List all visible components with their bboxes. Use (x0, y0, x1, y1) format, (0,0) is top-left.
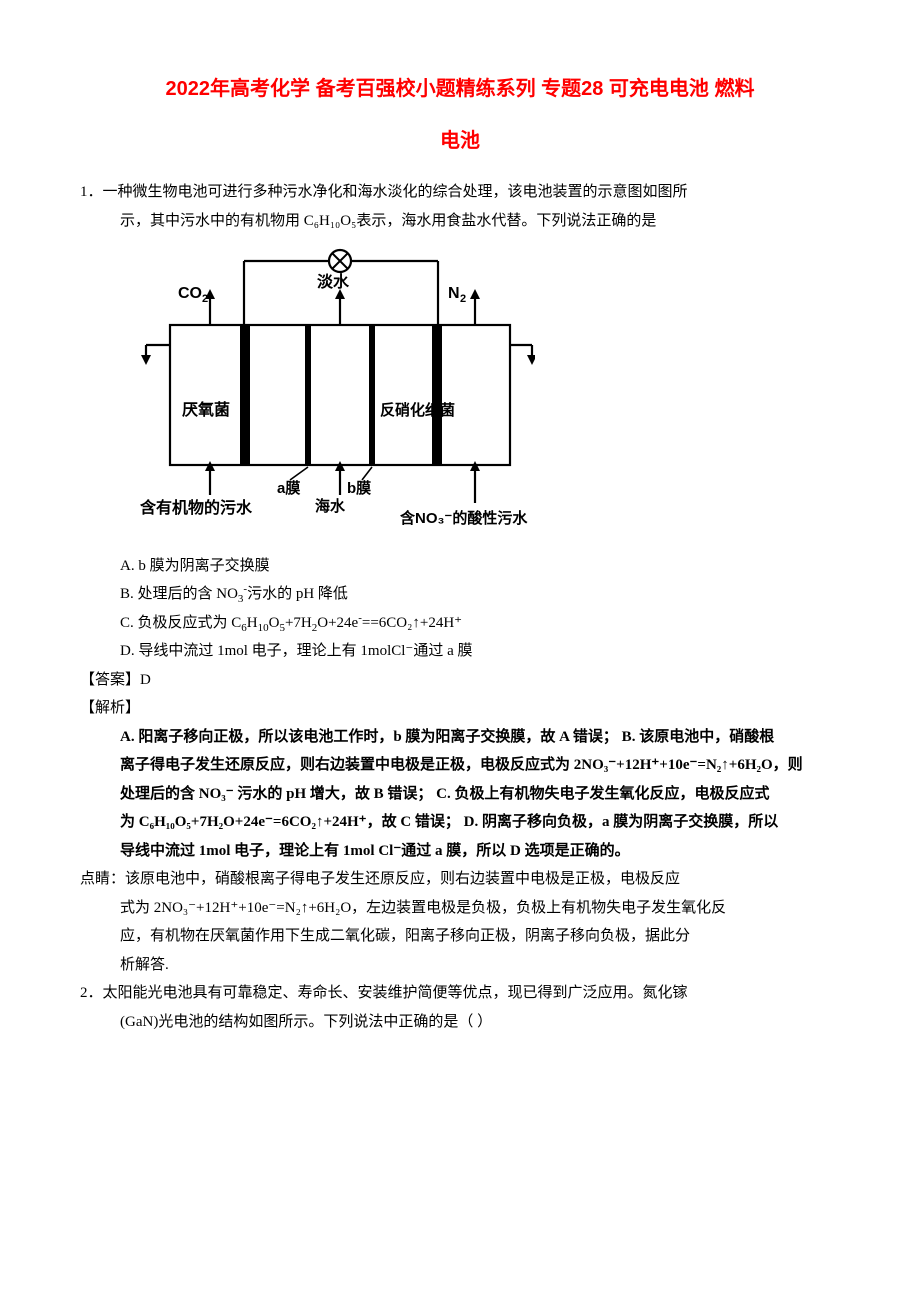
dianqing-3: 析解答. (120, 951, 840, 980)
svg-text:2: 2 (460, 293, 466, 305)
q1-stem1: 一种微生物电池可进行多种污水净化和海水淡化的综合处理，该电池装置的示意图如图所 (103, 184, 688, 200)
label-fanxiaohua: 反硝化细菌 (380, 401, 455, 419)
opt-c-post: ==6CO₂↑+24H⁺ (362, 615, 462, 631)
q1-option-a: A. b 膜为阴离子交换膜 (120, 552, 840, 581)
q1-option-b: B. 处理后的含 NO3-污水的 pH 降低 (120, 580, 840, 609)
analysis-line-0: A. 阳离子移向正极，所以该电池工作时，b 膜为阳离子交换膜，故 A 错误； B… (120, 723, 840, 752)
answer-label: 【答案】 (80, 672, 140, 688)
q2-number: 2． (80, 985, 103, 1001)
title-line1: 2022年高考化学 备考百强校小题精练系列 专题28 可充电电池 燃料 (80, 70, 840, 108)
label-right-in: 含NO₃⁻的酸性污水 (400, 509, 528, 527)
opt-c-pre: C. 负极反应式为 C (120, 615, 241, 631)
label-n2: N (448, 285, 460, 302)
q2-stem: 2．太阳能光电池具有可靠稳定、寿命长、安装维护简便等优点，现已得到广泛应用。氮化… (80, 979, 840, 1008)
analysis-line-3: 为 C₆H₁₀O₅+7H₂O+24e⁻=6CO₂↑+24H⁺，故 C 错误； D… (120, 808, 840, 837)
dianqing-2: 应，有机物在厌氧菌作用下生成二氧化碳，阳离子移向正极，阴离子移向负极，据此分 (120, 922, 840, 951)
label-a-membrane: a膜 (277, 479, 300, 497)
label-co2: CO (178, 285, 202, 302)
label-b-membrane: b膜 (347, 479, 371, 497)
analysis-body: A. 阳离子移向正极，所以该电池工作时，b 膜为阳离子交换膜，故 A 错误； B… (120, 723, 840, 866)
dianqing-1: 式为 2NO₃⁻+12H⁺+10e⁻=N₂↑+6H₂O，左边装置电极是负极，负极… (120, 894, 840, 923)
analysis-line-2: 处理后的含 NO₃⁻ 污水的 pH 增大，故 B 错误； C. 负极上有机物失电… (120, 780, 840, 809)
opt-b-pre: B. 处理后的含 NO (120, 586, 238, 602)
dianqing-label: 点睛： (80, 871, 125, 887)
q2-stem1: 太阳能光电池具有可靠稳定、寿命长、安装维护简便等优点，现已得到广泛应用。氮化镓 (103, 985, 688, 1001)
q1-option-d: D. 导线中流过 1mol 电子，理论上有 1molCl⁻通过 a 膜 (120, 637, 840, 666)
label-danshui: 淡水 (317, 272, 350, 291)
label-yanyangjun: 厌氧菌 (182, 400, 230, 419)
analysis-line-4: 导线中流过 1mol 电子，理论上有 1mol Cl⁻通过 a 膜，所以 D 选… (120, 837, 840, 866)
q2-stem2: (GaN)光电池的结构如图所示。下列说法中正确的是（ ） (120, 1008, 840, 1037)
title-line2: 电池 (80, 122, 840, 160)
dianqing-0: 该原电池中，硝酸根离子得电子发生还原反应，则右边装置中电极是正极，电极反应 (125, 871, 680, 887)
q1-stem: 1．一种微生物电池可进行多种污水净化和海水淡化的综合处理，该电池装置的示意图如图… (80, 178, 840, 207)
label-haishui: 海水 (315, 497, 346, 515)
analysis-label: 【解析】 (80, 694, 840, 723)
answer-line: 【答案】D (80, 666, 840, 695)
q1-stem2: 示，其中污水中的有机物用 C₆H₁₀O₅表示，海水用食盐水代替。下列说法正确的是 (120, 207, 840, 236)
q1-number: 1． (80, 184, 103, 200)
label-left-in: 含有机物的污水 (140, 498, 253, 517)
q1-diagram: CO 2 淡水 N 2 厌氧菌 反硝化细菌 a膜 b膜 海水 含有机物的污水 含… (140, 243, 840, 544)
answer-value: D (140, 672, 151, 688)
q1-option-c: C. 负极反应式为 C6H10O5+7H2O+24e-==6CO₂↑+24H⁺ (120, 609, 840, 638)
dianqing-block: 点睛：该原电池中，硝酸根离子得电子发生还原反应，则右边装置中电极是正极，电极反应 (80, 865, 840, 894)
analysis-line-1: 离子得电子发生还原反应，则右边装置中电极是正极，电极反应式为 2NO₃⁻+12H… (120, 751, 840, 780)
opt-b-post: 污水的 pH 降低 (247, 586, 348, 602)
svg-text:2: 2 (202, 293, 208, 305)
